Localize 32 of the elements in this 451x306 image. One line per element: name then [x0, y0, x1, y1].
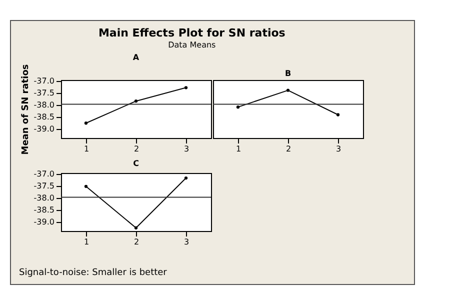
x-tick-label: 1 [84, 144, 90, 154]
y-axis-title: Mean of SN ratios [20, 64, 31, 155]
x-tick-label: 1 [84, 238, 90, 246]
x-tick-label: 2 [286, 144, 292, 154]
x-tick-label: 3 [184, 238, 190, 246]
y-tick-label: -38.5 [34, 112, 54, 122]
text: Data Means [168, 40, 216, 50]
y-tick-label: -37.5 [34, 182, 54, 191]
y-tick-label: -37.0 [34, 76, 54, 86]
x-tick-label: 3 [336, 144, 342, 154]
y-tick-label: -39.0 [34, 124, 54, 134]
point [184, 86, 188, 90]
point [84, 184, 88, 188]
chart-title: B [284, 69, 292, 78]
y-tick-label: -37.0 [34, 170, 54, 179]
y-tick-label: -38.0 [34, 100, 54, 110]
chart-title: A [132, 52, 140, 62]
text: Main Effects Plot for SN ratios [98, 26, 286, 40]
x-tick-label: 1 [236, 144, 242, 154]
text: Signal-to-noise: Smaller is better [19, 268, 167, 278]
y-tick-label: -38.5 [34, 206, 54, 215]
x-tick-label: 2 [134, 144, 140, 154]
point [84, 122, 88, 125]
point [134, 226, 138, 230]
y-tick-label: -38.0 [34, 194, 54, 203]
x-tick-label: 3 [184, 144, 190, 154]
chart-title: C [133, 159, 140, 168]
y-tick-label: -39.0 [34, 218, 54, 227]
y-tick-label: -37.5 [34, 88, 54, 98]
point [184, 176, 188, 180]
point [134, 100, 138, 103]
x-tick-label: 2 [134, 238, 140, 246]
